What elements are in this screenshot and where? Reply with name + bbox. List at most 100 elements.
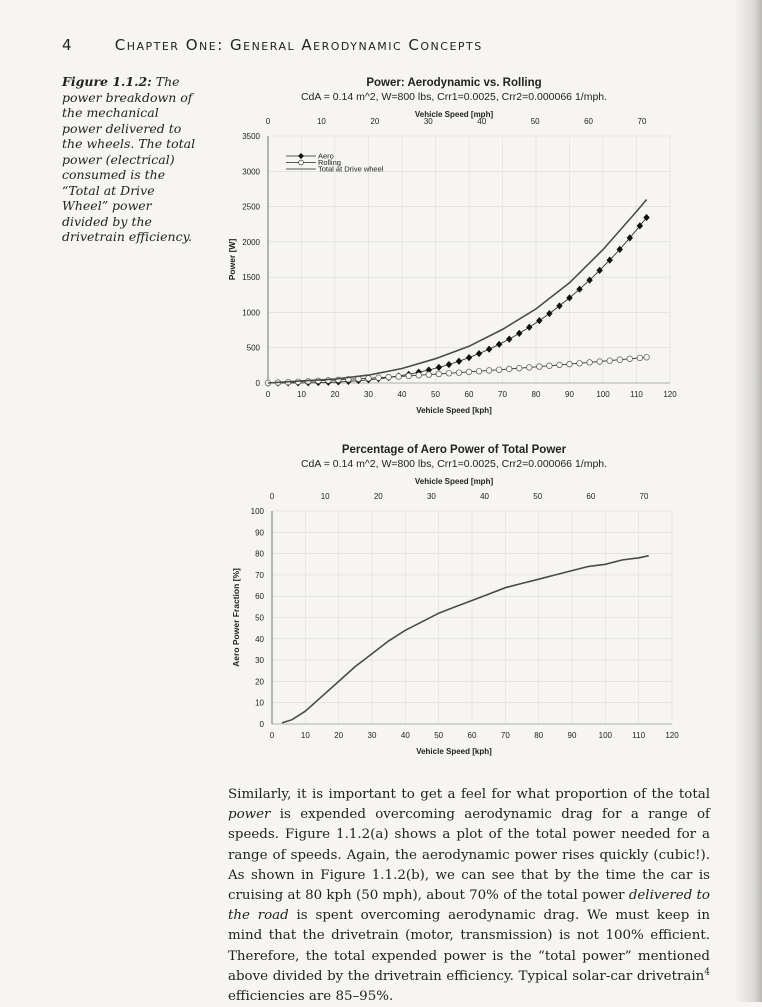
x-tick-label: 100 xyxy=(596,390,610,399)
rolling-point xyxy=(636,354,644,362)
x2-tick-label: 10 xyxy=(321,492,330,501)
x-tick-label: 80 xyxy=(532,390,541,399)
chapter-title: Chapter One: General Aerodynamic Concept… xyxy=(114,36,483,54)
y-tick-label: 20 xyxy=(255,677,264,686)
aero-point xyxy=(435,363,443,372)
x-tick-label: 70 xyxy=(498,390,507,399)
y-axis-label: Aero Power Fraction [%] xyxy=(231,568,241,667)
x-tick-label: 90 xyxy=(568,731,577,740)
aero-point xyxy=(425,366,432,374)
y-tick-label: 80 xyxy=(255,550,264,559)
y-tick-label: 3500 xyxy=(242,132,260,141)
power-chart: Power: Aerodynamic vs. Rolling CdA = 0.14… xyxy=(227,77,677,415)
page-number: 4 xyxy=(62,36,73,54)
x2-tick-label: 10 xyxy=(317,117,326,126)
series-line xyxy=(281,554,649,724)
x-tick-label: 90 xyxy=(565,390,574,399)
x-tick-label: 120 xyxy=(663,390,677,399)
chart-title: Power: Aerodynamic vs. Rolling xyxy=(366,77,541,89)
rolling-point xyxy=(425,371,432,378)
legend-diamond xyxy=(298,153,304,159)
running-header: 4 Chapter One: General Aerodynamic Conce… xyxy=(62,36,483,54)
x-tick-label: 30 xyxy=(368,731,377,740)
aero-point xyxy=(566,294,573,302)
rolling-point xyxy=(536,363,543,370)
body-text-2: is expended overcoming aerodynamic drag … xyxy=(228,807,710,904)
rolling-point xyxy=(475,368,483,375)
rolling-point xyxy=(395,373,402,380)
x2-tick-label: 60 xyxy=(586,492,595,501)
body-emphasis-power: power xyxy=(228,807,271,823)
x-tick-label: 60 xyxy=(468,731,477,740)
y-tick-label: 0 xyxy=(260,720,265,729)
aero-point xyxy=(516,329,523,337)
rolling-point xyxy=(405,372,412,380)
x2-tick-label: 30 xyxy=(427,492,436,501)
body-text-1: Similarly, it is important to get a feel… xyxy=(228,787,710,802)
x-tick-label: 20 xyxy=(334,731,343,740)
x-tick-label: 110 xyxy=(630,390,643,399)
body-paragraph: Similarly, it is important to get a feel… xyxy=(228,785,710,1007)
y-tick-label: 60 xyxy=(255,592,264,601)
x2-tick-label: 60 xyxy=(584,117,593,126)
rolling-point xyxy=(496,366,503,373)
body-text-4: efficiencies are 85–95%. xyxy=(228,989,394,1005)
rolling-point xyxy=(375,374,382,381)
aero-point xyxy=(465,353,473,362)
legend-circle xyxy=(298,159,304,166)
rolling-point xyxy=(325,377,332,384)
y-tick-label: 10 xyxy=(255,699,264,708)
aero-point xyxy=(506,335,513,343)
x2-axis-label: Vehicle Speed [mph] xyxy=(415,477,494,486)
figure-label: Figure 1.1.2: xyxy=(62,74,152,89)
x-tick-label: 40 xyxy=(401,731,410,740)
aero-fraction-chart: Percentage of Aero Power of Total Power C… xyxy=(231,444,679,756)
rolling-point xyxy=(616,356,623,363)
x-axis-label: Vehicle Speed [kph] xyxy=(416,747,492,756)
aero-point xyxy=(556,302,563,310)
x-axis-label: Vehicle Speed [kph] xyxy=(416,406,492,415)
y-tick-label: 1000 xyxy=(242,308,260,317)
y-tick-label: 100 xyxy=(251,507,265,516)
rolling-point xyxy=(586,359,593,366)
body-text-3: is spent overcoming aerodynamic drag. We… xyxy=(228,908,710,984)
x-tick-label: 30 xyxy=(364,390,373,399)
rolling-point xyxy=(643,354,650,361)
figure-caption-text: The power breakdown of the mechanical po… xyxy=(62,74,196,244)
y-tick-label: 50 xyxy=(255,614,264,623)
page-edge-shadow xyxy=(734,0,762,1002)
y-tick-label: 1500 xyxy=(242,273,260,282)
x2-tick-label: 20 xyxy=(370,117,379,126)
series-line xyxy=(267,198,648,384)
x2-tick-label: 40 xyxy=(480,492,489,501)
x-tick-label: 50 xyxy=(434,731,443,740)
x-tick-label: 0 xyxy=(266,390,271,399)
x-tick-label: 40 xyxy=(398,390,407,399)
x-tick-label: 60 xyxy=(465,390,474,399)
x2-axis-label: Vehicle Speed [mph] xyxy=(415,110,494,119)
rolling-point xyxy=(596,358,603,365)
aero-point xyxy=(616,245,623,253)
aero-point xyxy=(475,349,483,358)
x-tick-label: 110 xyxy=(632,731,645,740)
rolling-point xyxy=(526,364,533,371)
rolling-point xyxy=(485,367,493,374)
x-tick-label: 10 xyxy=(301,731,310,740)
aero-point xyxy=(636,222,644,230)
x-tick-label: 100 xyxy=(599,731,613,740)
rolling-point xyxy=(516,365,523,372)
x2-tick-label: 30 xyxy=(424,117,433,126)
rolling-point xyxy=(385,373,392,381)
chart-subtitle: CdA = 0.14 m^2, W=800 lbs, Crr1=0.0025, … xyxy=(301,91,607,103)
figure-caption: Figure 1.1.2: The power breakdown of the… xyxy=(62,74,202,245)
x2-tick-label: 50 xyxy=(533,492,542,501)
aero-point xyxy=(495,340,503,348)
rolling-point xyxy=(546,362,553,369)
legend-entry: Aero xyxy=(318,152,334,161)
x2-tick-label: 70 xyxy=(638,117,647,126)
rolling-point xyxy=(455,369,463,376)
x-tick-label: 120 xyxy=(665,731,679,740)
x-tick-label: 50 xyxy=(431,390,440,399)
legend-entry: Rolling xyxy=(318,158,341,167)
y-tick-label: 90 xyxy=(255,528,264,537)
